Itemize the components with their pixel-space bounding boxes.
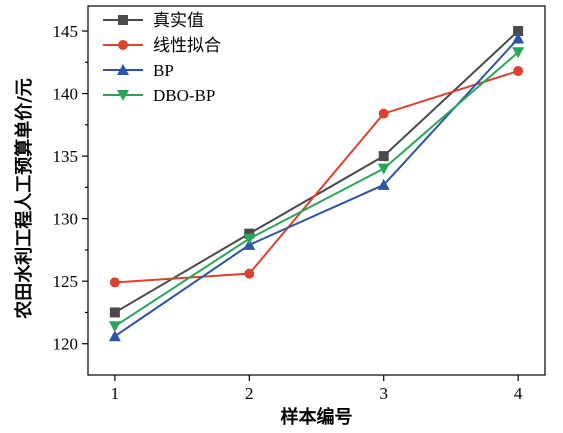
data-point [109,277,120,288]
data-point [244,268,255,279]
axes: 1 2 3 4 120 125 130 135 140 145 [53,5,546,403]
series-line [114,51,519,328]
plot-frame [87,5,546,376]
legend-marker [117,64,129,75]
series-2 [109,66,524,288]
series-4 [108,47,525,333]
legend-marker [117,90,129,101]
data-point [378,151,389,162]
legend-label: 真实值 [153,11,204,31]
x-axis-title: 样本编号 [281,406,353,428]
y-tick-label: 145 [53,22,79,41]
legend-label: 线性拟合 [153,36,221,56]
legend-item: BP [103,61,174,80]
y-tick-label: 140 [53,85,79,104]
legend-label: DBO-BP [153,86,215,105]
series-line [114,70,519,284]
series-layer [108,26,525,342]
y-tick-label: 120 [53,335,79,354]
data-point [243,233,256,245]
legend-marker [118,15,128,25]
data-point [108,321,121,333]
data-point [513,66,524,77]
x-tick-label: 4 [514,384,523,403]
data-point [108,330,121,342]
series-line [114,30,519,314]
data-point [512,32,525,44]
data-point [244,228,255,239]
series-line [114,37,519,338]
data-point [109,307,120,318]
data-point [377,178,390,190]
x-tick-label: 2 [245,384,254,403]
legend-item: 线性拟合 [103,36,221,56]
legend-label: BP [153,61,174,80]
data-point [377,163,390,175]
legend-marker [118,40,128,50]
legend-item: DBO-BP [103,86,215,105]
x-tick-label: 3 [379,384,388,403]
x-tick-label: 1 [111,384,120,403]
data-point [512,47,525,59]
y-tick-label: 125 [53,272,79,291]
y-tick-label: 135 [53,147,79,166]
y-axis-title: 农田水利工程人工预算单价/元 [13,78,35,320]
y-tick-label: 130 [53,210,79,229]
data-point [378,108,389,119]
data-point [513,26,524,37]
legend-item: 真实值 [103,11,204,31]
